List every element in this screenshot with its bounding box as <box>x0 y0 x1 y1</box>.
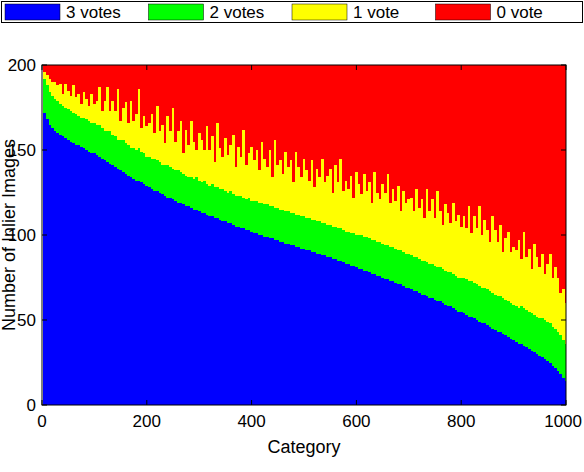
legend: 3 votes 2 votes 1 vote 0 vote <box>2 2 583 23</box>
x-tick-label: 0 <box>37 412 46 431</box>
plot-area <box>42 65 566 405</box>
x-tick <box>42 400 43 405</box>
x-tick <box>146 65 147 70</box>
y-tick <box>561 150 566 151</box>
legend-label: 0 vote <box>497 3 543 22</box>
y-tick <box>561 235 566 236</box>
y-axis-label: Number of Inlier Images <box>0 139 19 331</box>
plot-frame <box>42 65 566 405</box>
x-tick <box>461 400 462 405</box>
y-tick <box>42 65 47 66</box>
y-tick <box>561 405 566 406</box>
legend-label: 1 vote <box>353 3 399 22</box>
bars <box>43 65 566 405</box>
y-tick-label: 0 <box>27 396 36 415</box>
x-tick <box>461 65 462 70</box>
x-tick-label: 200 <box>133 412 161 431</box>
x-tick <box>356 400 357 405</box>
legend-swatch <box>149 4 204 20</box>
legend-label: 3 votes <box>66 3 121 22</box>
y-tick <box>42 235 47 236</box>
y-tick <box>42 405 47 406</box>
legend-swatch <box>436 4 491 20</box>
x-tick <box>566 400 567 405</box>
y-tick <box>561 320 566 321</box>
y-tick-label: 50 <box>17 311 36 330</box>
chart: 05010015020002004006008001000CategoryNum… <box>0 0 584 472</box>
x-tick <box>146 400 147 405</box>
y-tick <box>561 65 566 66</box>
y-tick-label: 200 <box>8 56 36 75</box>
x-tick-label: 1000 <box>544 412 582 431</box>
legend-swatch <box>5 4 60 20</box>
x-tick-label: 800 <box>447 412 475 431</box>
y-tick <box>42 150 47 151</box>
x-tick <box>251 400 252 405</box>
x-tick-label: 600 <box>342 412 370 431</box>
x-tick <box>356 65 357 70</box>
legend-box <box>2 2 583 23</box>
legend-swatch <box>292 4 347 20</box>
x-tick <box>251 65 252 70</box>
legend-label: 2 votes <box>210 3 265 22</box>
y-tick <box>42 320 47 321</box>
x-tick <box>566 65 567 70</box>
x-axis-label: Category <box>267 437 340 457</box>
x-tick <box>42 65 43 70</box>
x-tick-label: 400 <box>237 412 265 431</box>
